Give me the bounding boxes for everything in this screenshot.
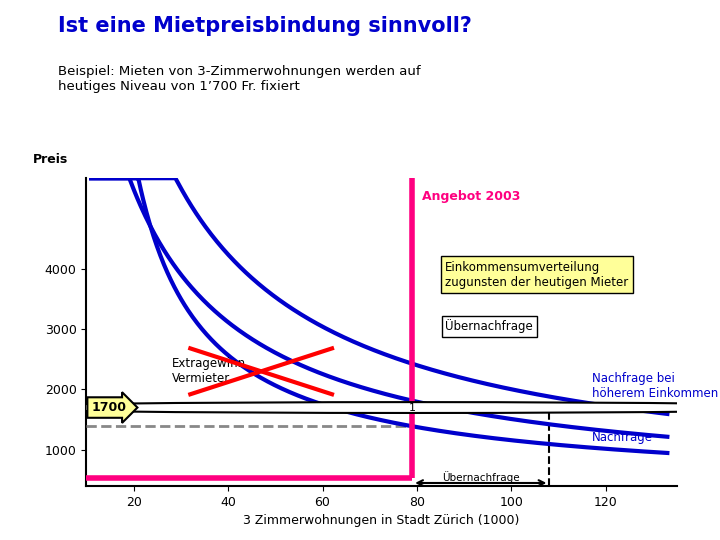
Text: Übernachfrage: Übernachfrage: [446, 319, 533, 333]
Text: Nachfrage: Nachfrage: [592, 431, 653, 444]
Text: 1: 1: [409, 402, 416, 413]
Text: Extragewinn
Vermieter: Extragewinn Vermieter: [171, 357, 246, 386]
Text: Einkommensumverteilung
zugunsten der heutigen Mieter: Einkommensumverteilung zugunsten der heu…: [446, 261, 629, 289]
Text: Ist eine Mietpreisbindung sinnvoll?: Ist eine Mietpreisbindung sinnvoll?: [58, 16, 472, 36]
X-axis label: 3 Zimmerwohnungen in Stadt Zürich (1000): 3 Zimmerwohnungen in Stadt Zürich (1000): [243, 514, 520, 527]
Text: Beispiel: Mieten von 3-Zimmerwohnungen werden auf
heutiges Niveau von 1’700 Fr. : Beispiel: Mieten von 3-Zimmerwohnungen w…: [58, 65, 420, 93]
Circle shape: [0, 402, 720, 413]
Text: Nachfrage bei
höherem Einkommen: Nachfrage bei höherem Einkommen: [592, 373, 718, 401]
Text: 1700: 1700: [91, 401, 126, 414]
Text: Preis: Preis: [33, 153, 68, 166]
Text: Angebot 2003: Angebot 2003: [422, 190, 520, 203]
Text: Übernachfrage: Übernachfrage: [442, 471, 520, 483]
